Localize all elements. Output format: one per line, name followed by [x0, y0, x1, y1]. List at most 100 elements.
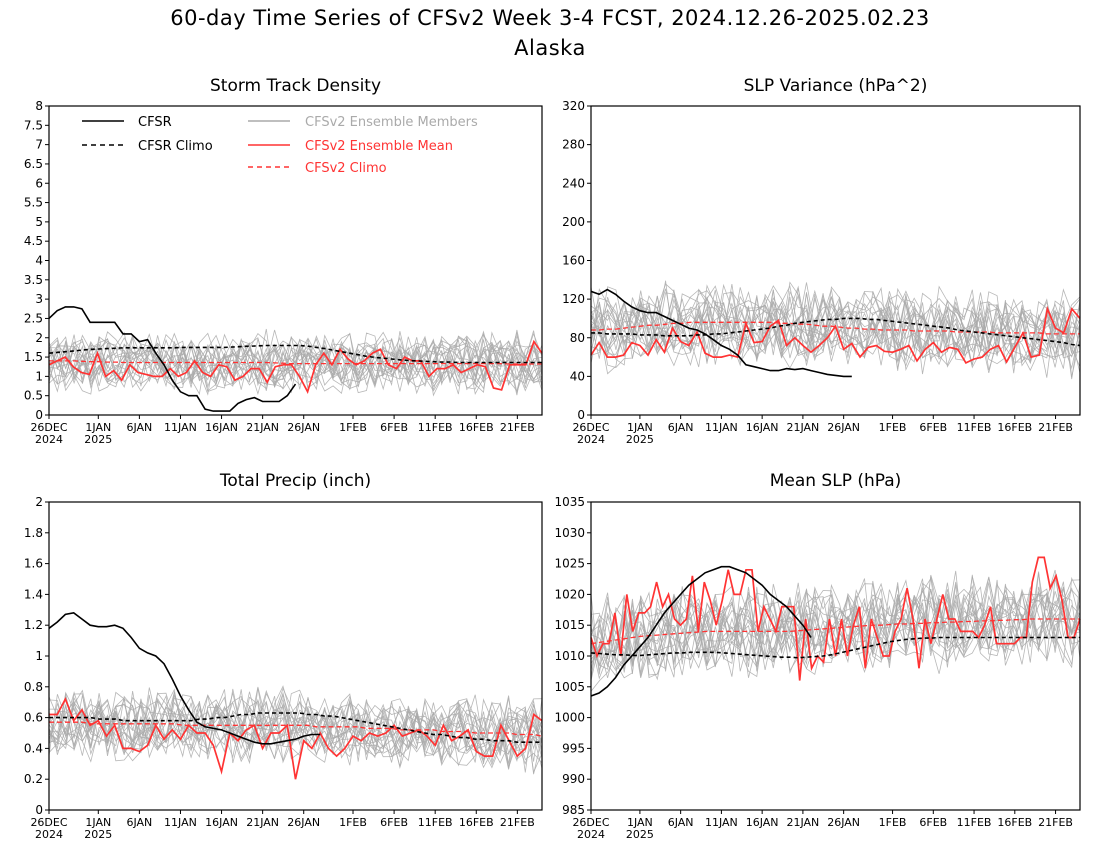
x-tick-label: 16JAN [746, 421, 779, 434]
x-tick-label: 1JAN [85, 421, 111, 434]
ensemble-member-line [48, 687, 543, 770]
x-tick-label: 6FEB [380, 816, 408, 829]
chart-main-title: 60-day Time Series of CFSv2 Week 3-4 FCS… [170, 6, 930, 30]
x-tick-label: 21JAN [246, 421, 279, 434]
y-tick-label: 1010 [554, 649, 585, 663]
ensemble-member-line [48, 329, 543, 392]
y-tick-label: 200 [562, 215, 585, 229]
chart-panel-slp-variance: 0 40 80 120 160 200 240 280 320 26DEC 1JAN 6JAN 11JA… [562, 99, 1081, 446]
y-tick-label: 2.5 [24, 311, 43, 325]
x-tick-label: 6FEB [919, 421, 947, 434]
y-tick-label: 8 [35, 99, 43, 113]
y-tick-label: 0 [35, 408, 43, 422]
y-tick-label: 6 [35, 176, 43, 190]
y-tick-label: 0.4 [24, 741, 43, 755]
x-tick-label: 16FEB [459, 421, 494, 434]
cfsv2-climo-line [49, 721, 543, 737]
x-tick-label: 26JAN [827, 816, 860, 829]
y-tick-label: 0.6 [24, 711, 43, 725]
cfsr-climo-line [590, 636, 1080, 659]
cfsr-line [48, 612, 321, 745]
x-tick-label: 21FEB [1038, 421, 1073, 434]
y-tick-label: 7.5 [24, 118, 43, 132]
y-tick-label: 1.5 [24, 350, 43, 364]
y-tick-label: 1030 [554, 526, 585, 540]
y-tick-label: 1.4 [24, 587, 43, 601]
ensemble-mean-line [590, 556, 1081, 681]
x-tick-label: 11JAN [705, 421, 738, 434]
cfsr-climo-line [49, 712, 542, 744]
x-tick-label: 21FEB [1038, 816, 1073, 829]
x-tick-label: 1JAN [85, 816, 111, 829]
x-tick-label: 16JAN [746, 816, 779, 829]
x-tick-label: 16FEB [459, 816, 494, 829]
x-year-label: 2025 [84, 433, 112, 446]
y-tick-label: 160 [562, 254, 585, 268]
x-tick-label: 21JAN [786, 421, 819, 434]
y-tick-label: 7 [35, 138, 43, 152]
cfsv2-climo-line [591, 321, 1080, 335]
y-tick-label: 1 [35, 369, 43, 383]
y-tick-label: 0 [577, 408, 585, 422]
x-tick-label: 21FEB [500, 421, 535, 434]
x-tick-label: 6JAN [668, 816, 694, 829]
x-tick-label: 6JAN [126, 816, 152, 829]
y-tick-label: 1000 [554, 711, 585, 725]
y-tick-label: 5 [35, 215, 43, 229]
y-tick-label: 995 [562, 741, 585, 755]
x-tick-label: 16JAN [205, 421, 238, 434]
x-year-label: 2025 [626, 828, 654, 841]
y-tick-label: 320 [562, 99, 585, 113]
chart-panel-storm-track: 0 0.5 1 1.5 2 2.5 3 3.5 4 4.5 5 5.5 6 6.5 7 7.5 8 26DEC 1J… [24, 99, 543, 446]
y-tick-label: 1015 [554, 618, 585, 632]
x-tick-label: 26DEC [572, 816, 609, 829]
y-tick-label: 1020 [554, 587, 585, 601]
y-tick-label: 1.8 [24, 526, 43, 540]
ensemble-member-line [48, 332, 543, 393]
x-tick-label: 11FEB [418, 816, 453, 829]
y-tick-label: 1 [35, 649, 43, 663]
x-tick-label: 1FEB [339, 421, 367, 434]
x-year-label: 2024 [577, 828, 605, 841]
y-tick-label: 0 [35, 803, 43, 817]
x-tick-label: 1FEB [339, 816, 367, 829]
x-tick-label: 1FEB [879, 421, 907, 434]
ensemble-member-line [590, 578, 1081, 670]
x-tick-label: 1JAN [627, 816, 653, 829]
x-tick-label: 21FEB [500, 816, 535, 829]
ensemble-member-line [48, 332, 543, 396]
chart-panel-mean-slp: 985 990 995 1000 1005 1010 1015 1020 1025 1030 103… [554, 495, 1081, 841]
chart-panel-total-precip: 0 0.2 0.4 0.6 0.8 1 1.2 1.4 1.6 1.8 2 26DEC 1JAN 6JAN… [24, 495, 543, 841]
y-tick-label: 0.2 [24, 772, 43, 786]
cfsr-climo-line [48, 344, 542, 364]
x-tick-label: 26DEC [30, 816, 67, 829]
y-tick-label: 1025 [554, 557, 585, 571]
x-tick-label: 21JAN [786, 816, 819, 829]
x-tick-label: 16JAN [205, 816, 238, 829]
x-tick-label: 11JAN [164, 816, 197, 829]
x-tick-label: 11FEB [957, 421, 992, 434]
y-tick-label: 3 [35, 292, 43, 306]
cfsr-line [590, 288, 852, 378]
x-year-label: 2024 [35, 828, 63, 841]
y-tick-label: 80 [570, 331, 585, 345]
x-tick-label: 11JAN [164, 421, 197, 434]
x-tick-label: 21JAN [246, 816, 279, 829]
plot-frame [590, 105, 1081, 416]
ensemble-member-line [48, 693, 543, 768]
cfsr-line [590, 565, 812, 697]
chart-region-subtitle: Alaska [514, 36, 586, 60]
x-tick-label: 6JAN [668, 421, 694, 434]
y-tick-label: 990 [562, 772, 585, 786]
ensemble-member-line [48, 691, 543, 760]
y-tick-label: 0.8 [24, 680, 43, 694]
y-tick-label: 4.5 [24, 234, 43, 248]
x-tick-label: 16FEB [997, 421, 1032, 434]
legend-label-members: CFSv2 Ensemble Members [305, 115, 478, 130]
x-tick-label: 26JAN [827, 421, 860, 434]
x-year-label: 2025 [626, 433, 654, 446]
y-tick-label: 985 [562, 803, 585, 817]
x-tick-label: 26DEC [572, 421, 609, 434]
x-tick-label: 1FEB [879, 816, 907, 829]
